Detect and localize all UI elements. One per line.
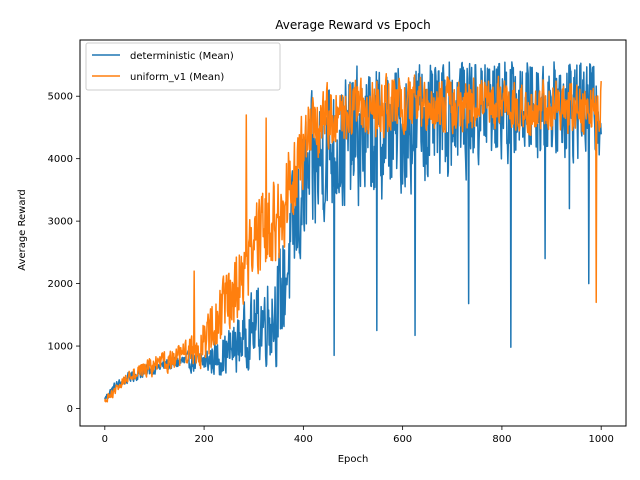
x-tick-label: 800 [492,434,511,445]
legend-label-deterministic: deterministic (Mean) [130,51,234,62]
y-axis-ticks: 0 1000 2000 3000 4000 5000 [48,92,80,415]
y-tick-label: 4000 [48,154,73,165]
series-line-deterministic [104,61,602,402]
legend-box [85,42,281,91]
chart-title: Average Reward vs Epoch [275,18,431,32]
x-tick-label: 400 [294,434,313,445]
x-tick-label: 200 [195,434,214,445]
y-tick-label: 0 [67,404,73,415]
y-tick-label: 1000 [48,342,73,353]
legend-label-uniform: uniform_v1 (Mean) [130,72,224,83]
x-axis-ticks: 0 200 400 600 800 1000 [102,426,614,445]
x-tick-label: 600 [393,434,412,445]
y-tick-label: 3000 [48,217,73,228]
x-axis-label: Epoch [338,454,369,465]
y-axis-label: Average Reward [17,189,28,270]
x-tick-label: 1000 [588,434,613,445]
legend: deterministic (Mean) uniform_v1 (Mean) [85,42,281,91]
series-line-uniform [104,73,602,403]
series-layer [104,61,602,403]
x-tick-label: 0 [102,434,108,445]
y-tick-label: 2000 [48,279,73,290]
plot-frame [79,39,627,427]
y-tick-label: 5000 [48,92,73,103]
